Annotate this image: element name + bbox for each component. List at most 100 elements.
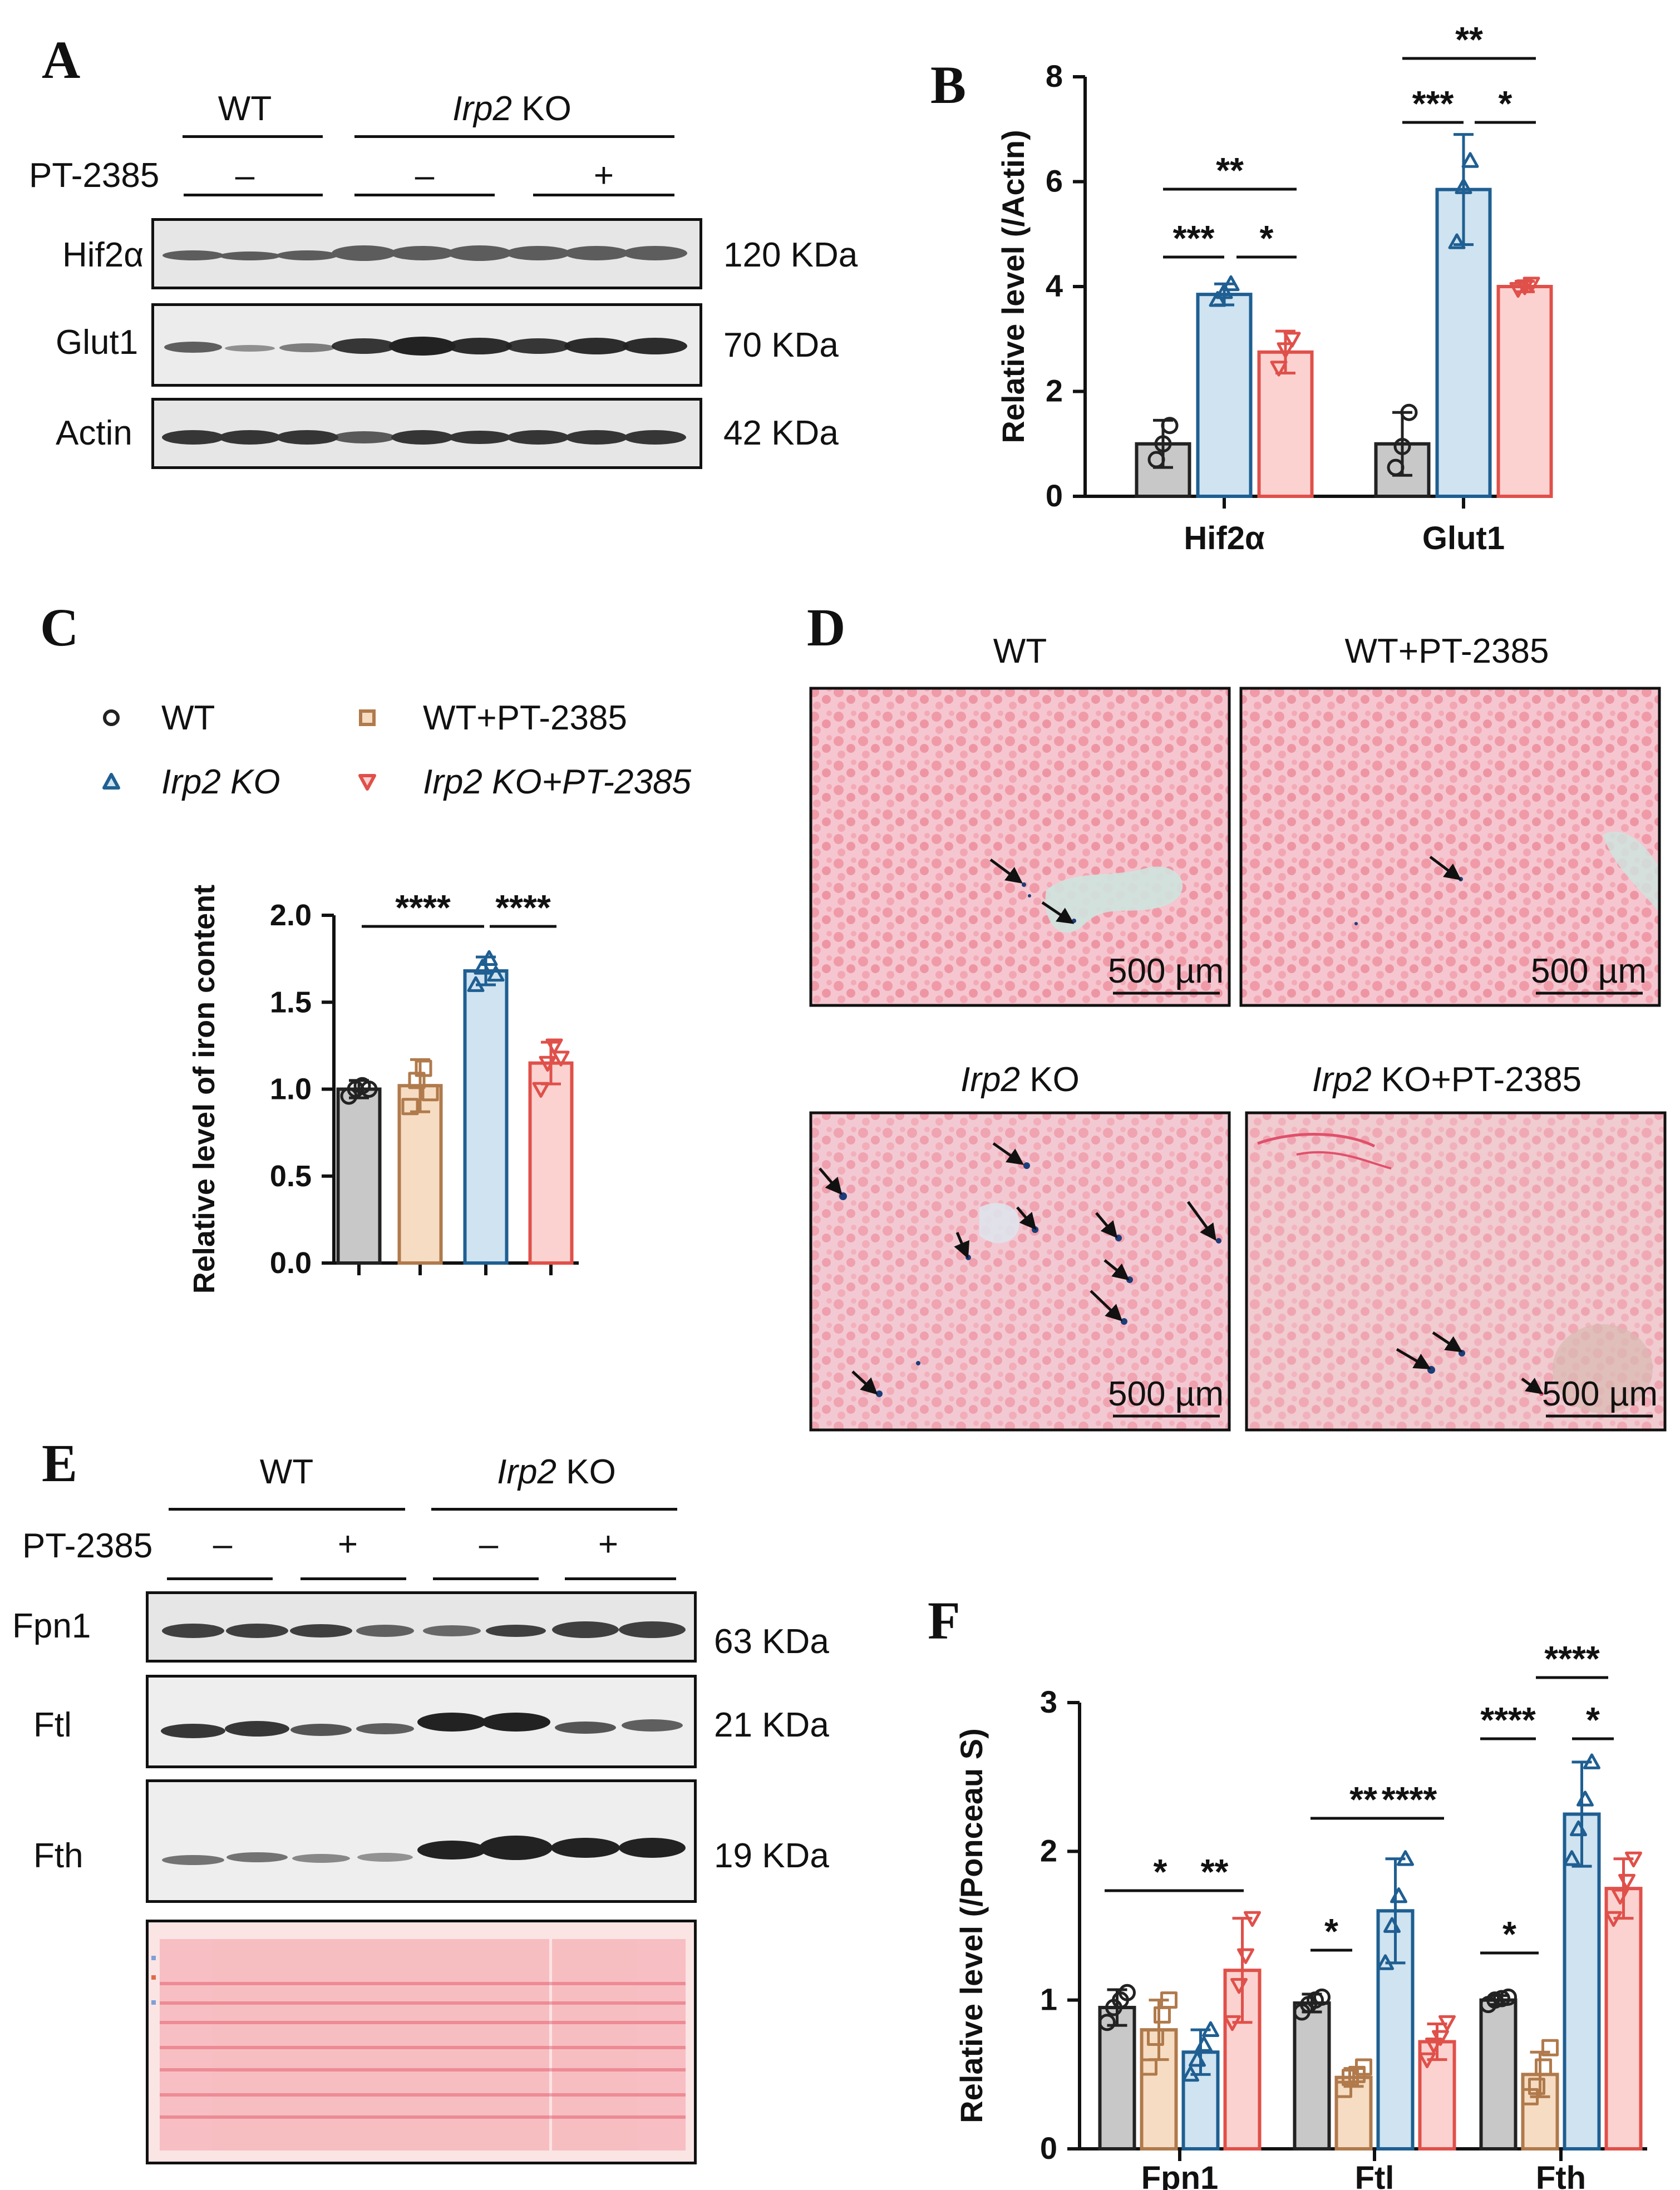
histology-title-ko-pt-suffix: KO+PT-2385 [1371, 1061, 1582, 1099]
legend-marker-wt [103, 709, 120, 726]
blot-e-size-fth: 19 KDa [714, 1837, 829, 1875]
blot-e-mark-4: + [598, 1525, 619, 1563]
chart-f-sig-label: **** [1382, 1779, 1437, 1819]
histology-tile-ko-pt [1245, 1111, 1667, 1432]
chart-f-fth-point [1583, 1753, 1600, 1769]
chart-f-fth-point [1618, 1873, 1635, 1890]
blot-e-ponceau [146, 1920, 697, 2164]
panel-label-a: A [42, 30, 81, 90]
chart-f-fth-point [1625, 1851, 1642, 1868]
chart-f-fpn1-point [1189, 2051, 1206, 2067]
blot-e-mark-3: – [479, 1525, 499, 1563]
scale-bar-label-wt: 500 µm [1107, 952, 1224, 990]
chart-b-y-tick-label: 0 [1046, 478, 1063, 513]
chart-c-y-tick-label: 1.5 [270, 985, 312, 1019]
panel-label-b: B [930, 55, 967, 115]
chart-f-sig-label: ** [1349, 1779, 1377, 1819]
blot-e-group-ko-gene: Irp2 [497, 1453, 557, 1491]
histology-title-ko-gene: Irp2 [960, 1061, 1021, 1099]
panel-label-f: F [928, 1591, 960, 1650]
blot-e-group-ko: Irp2 KO [497, 1455, 616, 1489]
chart-b-sig-label: * [1499, 83, 1513, 124]
blot-e-fth [146, 1779, 697, 1903]
panel-label-e: E [42, 1433, 78, 1493]
chart-f-ftl-point [1383, 1917, 1401, 1933]
chart-f-ftl-point [1432, 2030, 1449, 2046]
blot-a-treat-line-3 [533, 194, 674, 196]
blot-a-size-hif2a: 120 KDa [723, 236, 858, 274]
chart-b-sig-label: *** [1412, 83, 1454, 124]
chart-f-fpn1-point [1195, 2036, 1213, 2052]
chart-c-bar-3-point [532, 1082, 550, 1098]
chart-f-fpn1-point [1160, 1991, 1178, 2009]
blot-a-group-line-wt [183, 135, 323, 138]
chart-c-y-tick-label: 0.5 [270, 1160, 312, 1193]
chart-b-sig-label: * [1260, 218, 1274, 258]
chart-c-bar-1-bar [397, 1084, 443, 1265]
blot-a-size-glut1: 70 KDa [723, 326, 839, 364]
panel-label-c: C [40, 598, 79, 657]
blot-a-treat-line-2 [354, 194, 495, 196]
histology-title-ko-pt: Irp2 KO+PT-2385 [1312, 1063, 1582, 1097]
chart-f-ftl-point [1355, 2058, 1372, 2076]
blot-a-hif2a [151, 218, 702, 289]
chart-f-fth-point [1493, 1990, 1510, 2008]
chart-b-x-tick-label: Glut1 [1422, 520, 1505, 556]
chart-f-ftl-point [1390, 1887, 1407, 1903]
chart-f-sig-label: **** [1480, 1700, 1536, 1740]
chart-f-sig-label: ** [1201, 1852, 1229, 1892]
blot-e-band-label-fth: Fth [33, 1837, 83, 1875]
scale-bar-label-ko: 500 µm [1107, 1375, 1224, 1413]
legend-marker-ko-pt [358, 774, 376, 791]
blot-a-group-ko-suffix: KO [512, 90, 572, 128]
blot-e-fpn1 [146, 1591, 697, 1663]
chart-c-bar-1-point [415, 1059, 432, 1077]
chart-c-bar-2-point [480, 950, 498, 966]
blot-a-group-ko: Irp2 KO [452, 92, 572, 126]
chart-f-fpn1-point [1154, 2006, 1171, 2024]
chart-b-sig-label: ** [1216, 150, 1244, 190]
blot-a-mark-1: – [235, 156, 255, 195]
chart-b-glut1-point [1523, 277, 1540, 293]
blot-e-band-label-fpn1: Fpn1 [12, 1607, 91, 1645]
histology-title-ko: Irp2 KO [960, 1063, 1080, 1097]
chart-f-ftl-bar [1293, 2001, 1331, 2151]
chart-b-glut1-point [1400, 403, 1418, 421]
chart-c-bar-3-point [539, 1055, 556, 1072]
legend-label-wt-pt: WT+PT-2385 [423, 699, 627, 737]
chart-b-hif2α-bar [1257, 350, 1314, 498]
chart-f-fpn1-point [1237, 1948, 1254, 1964]
blot-a-group-line-ko [354, 135, 674, 138]
chart-f-x-tick-label: Fpn1 [1141, 2160, 1219, 2190]
chart-c-bar-2-point [487, 965, 505, 982]
blot-a-glut1 [151, 303, 702, 387]
blot-e-treat-line-1 [167, 1577, 273, 1580]
chart-c-bar-1-point [421, 1084, 439, 1102]
chart-f-fpn1-point [1202, 2021, 1219, 2038]
scale-bar-label-wt-pt: 500 µm [1530, 952, 1647, 990]
histology-tile-wt-pt [1239, 687, 1661, 1007]
panel-label-d: D [807, 598, 846, 657]
chart-b-y-axis-label: Relative level (/Actin) [996, 130, 1031, 443]
chart-f-ftl-bar [1334, 2075, 1373, 2150]
chart-c-bar-2-point [467, 976, 485, 992]
blot-a-treatment-label: PT-2385 [29, 156, 160, 195]
blot-a-treat-line-1 [184, 194, 323, 196]
chart-f-y-tick-label: 1 [1040, 1982, 1057, 2017]
chart-f-y-tick-label: 3 [1040, 1684, 1057, 1719]
blot-a-mark-2: – [415, 156, 435, 195]
chart-f-fth-point [1612, 1888, 1629, 1905]
chart-f-ftl-point [1397, 1850, 1414, 1866]
chart-f-ftl-point [1418, 2052, 1436, 2069]
chart-b-glut1-point [1387, 458, 1405, 476]
chart-f-fpn1-bar [1098, 2006, 1136, 2151]
blot-e-treat-line-2 [300, 1577, 406, 1580]
chart-c-bar-0-bar [336, 1087, 382, 1265]
chart-f-y-tick-label: 2 [1040, 1833, 1057, 1868]
legend-label-wt: WT [161, 699, 215, 737]
legend-marker-wt-pt [359, 709, 376, 726]
blot-e-group-line-ko [431, 1508, 677, 1511]
